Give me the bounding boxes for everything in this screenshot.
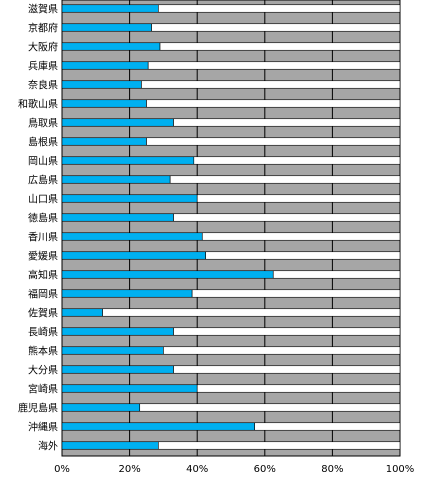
bar-share — [61, 270, 274, 279]
bar-remainder — [139, 403, 401, 412]
bar-remainder — [163, 346, 401, 355]
category-label: 兵庫県 — [28, 60, 58, 73]
category-label: 高知県 — [28, 269, 58, 282]
bar-remainder — [158, 441, 401, 450]
bar-share — [61, 251, 206, 260]
category-label: 香川県 — [28, 232, 58, 244]
bar-share — [61, 289, 193, 298]
bar-share — [61, 403, 141, 412]
x-tick-label: 40% — [186, 464, 208, 475]
bar-remainder — [173, 118, 401, 127]
bar-share — [61, 422, 255, 431]
category-label: 大阪府 — [28, 41, 58, 54]
bar-remainder — [191, 289, 401, 298]
bar-remainder — [254, 422, 401, 431]
category-label: 奈良県 — [28, 79, 58, 92]
x-tick-label: 0% — [54, 464, 70, 475]
category-label: 沖縄県 — [28, 421, 58, 434]
bar-share — [61, 99, 147, 108]
bar-share — [61, 80, 142, 89]
category-label: 大分県 — [28, 364, 58, 377]
bar-remainder — [193, 156, 401, 165]
bar-share — [61, 23, 152, 32]
category-label: 海外 — [38, 440, 58, 453]
bar-share — [61, 232, 203, 241]
bar-share — [61, 137, 147, 146]
category-label: 福岡県 — [28, 288, 58, 301]
bar-remainder — [196, 384, 401, 393]
bar-share — [61, 118, 174, 127]
x-tick-label: 20% — [118, 464, 140, 475]
bar-remainder — [147, 61, 401, 70]
bar-remainder — [146, 137, 401, 146]
bar-share — [61, 365, 174, 374]
bar-share — [61, 213, 174, 222]
category-label: 滋賀県 — [28, 3, 58, 16]
category-label: 和歌山県 — [18, 98, 58, 111]
bar-share — [61, 156, 195, 165]
bar-share — [61, 61, 149, 70]
x-tick-label: 100% — [386, 464, 415, 475]
bar-remainder — [141, 80, 401, 89]
bar-share — [61, 441, 159, 450]
category-label: 鹿児島県 — [18, 402, 58, 415]
bar-share — [61, 194, 198, 203]
bar-share — [61, 308, 103, 317]
bar-remainder — [169, 175, 401, 184]
bar-remainder — [196, 194, 401, 203]
bar-remainder — [173, 327, 401, 336]
bar-remainder — [159, 42, 401, 51]
category-label: 愛媛県 — [28, 250, 58, 263]
bar-remainder — [151, 23, 401, 32]
x-tick-label: 60% — [254, 464, 276, 475]
category-label: 熊本県 — [28, 345, 58, 358]
category-label: 岡山県 — [28, 156, 58, 168]
bar-share — [61, 175, 171, 184]
bar-share — [61, 327, 174, 336]
bar-remainder — [158, 4, 401, 13]
x-tick-label: 80% — [321, 464, 343, 475]
bar-remainder — [102, 308, 401, 317]
bar-remainder — [173, 365, 401, 374]
category-label: 佐賀県 — [28, 308, 58, 320]
bar-share — [61, 42, 161, 51]
category-label: 京都府 — [28, 22, 58, 35]
plot-area — [61, 0, 401, 457]
bar-remainder — [205, 251, 401, 260]
category-label: 鳥取県 — [28, 117, 58, 130]
category-label: 島根県 — [28, 136, 58, 149]
bar-remainder — [201, 232, 401, 241]
category-label: 長崎県 — [28, 326, 58, 339]
bar-remainder — [146, 99, 401, 108]
bar-remainder — [173, 213, 401, 222]
category-label: 広島県 — [28, 174, 58, 187]
category-label: 宮崎県 — [28, 383, 58, 396]
category-label: 徳島県 — [28, 212, 58, 225]
bar-share — [61, 346, 164, 355]
bar-share — [61, 384, 198, 393]
category-label: 山口県 — [28, 194, 58, 206]
bar-remainder — [272, 270, 401, 279]
bar-share — [61, 4, 159, 13]
